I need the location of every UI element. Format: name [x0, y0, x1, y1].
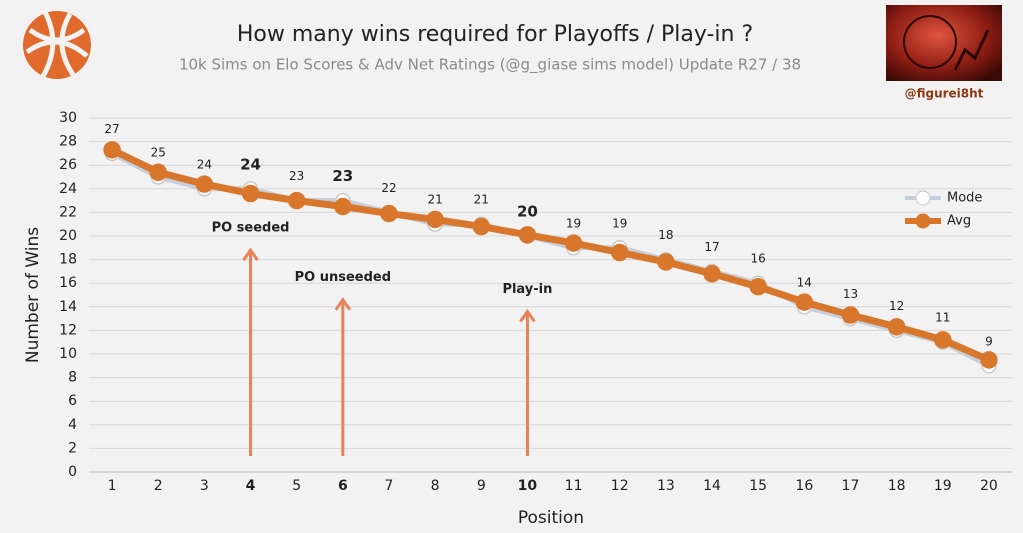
annotation: Play-in [502, 282, 552, 297]
data-label: 23 [332, 167, 353, 185]
y-tick-label: 26 [59, 157, 77, 173]
y-tick-label: 12 [59, 322, 77, 338]
x-tick-label: 11 [565, 478, 583, 494]
data-label: 23 [289, 169, 304, 183]
annotation: PO unseeded [295, 270, 391, 285]
data-label: 18 [658, 228, 673, 242]
x-tick-label: 12 [611, 478, 629, 494]
point [334, 197, 352, 216]
x-tick-label: 3 [200, 478, 209, 494]
point [241, 184, 260, 203]
point [980, 351, 998, 369]
data-label: 21 [474, 193, 489, 207]
data-label: 19 [566, 216, 581, 230]
legend-marker [915, 213, 931, 229]
x-tick-label: 18 [888, 478, 906, 494]
data-label: 24 [240, 155, 261, 173]
chart-title: How many wins required for Playoffs / Pl… [237, 22, 753, 47]
data-label: 11 [935, 311, 950, 325]
point [149, 163, 167, 182]
arrow-head [334, 297, 352, 311]
x-axis-label: Position [518, 508, 584, 528]
chart-subtitle: 10k Sims on Elo Scores & Adv Net Ratings… [179, 56, 801, 75]
y-tick-label: 18 [59, 252, 77, 268]
legend-marker [915, 190, 931, 206]
x-tick-label: 20 [980, 478, 998, 494]
x-tick-label: 19 [934, 478, 952, 494]
data-label: 21 [427, 193, 442, 207]
y-tick-label: 14 [59, 299, 77, 315]
data-label: 17 [704, 240, 719, 254]
y-tick-label: 0 [68, 464, 77, 480]
data-label: 25 [151, 146, 166, 160]
arrow-head [242, 247, 259, 262]
arrow-head [519, 308, 536, 323]
point [795, 293, 814, 311]
point [564, 234, 583, 252]
y-tick-label: 28 [59, 134, 77, 150]
logo [23, 10, 91, 80]
y-tick-label: 16 [59, 275, 77, 291]
point [610, 243, 629, 262]
y-tick-label: 6 [68, 393, 77, 409]
legend-label: Avg [947, 214, 971, 229]
x-tick-label: 9 [477, 478, 486, 494]
y-tick-label: 2 [68, 440, 77, 456]
y-tick-label: 4 [68, 417, 77, 433]
x-tick-label: 13 [657, 478, 675, 494]
x-tick-label: 5 [292, 478, 301, 494]
point [287, 191, 306, 210]
data-label: 14 [797, 275, 812, 289]
data-label: 19 [612, 216, 627, 230]
y-tick-label: 24 [59, 181, 77, 197]
y-tick-label: 8 [68, 370, 77, 386]
data-label: 9 [985, 334, 993, 348]
x-tick-label: 15 [749, 478, 767, 494]
legend-label: Mode [947, 191, 982, 206]
data-label: 20 [517, 203, 538, 221]
data-label: 24 [197, 157, 212, 171]
brand-image [886, 5, 1002, 81]
x-tick-label: 2 [154, 478, 163, 494]
credit: @figurei8ht [905, 87, 984, 101]
data-label: 12 [889, 299, 904, 313]
x-tick-label: 6 [338, 478, 348, 494]
y-tick-label: 20 [59, 228, 77, 244]
annotation: PO seeded [212, 221, 290, 236]
x-tick-label: 7 [385, 478, 394, 494]
y-axis-label: Number of Wins [23, 227, 43, 363]
point [518, 226, 537, 244]
y-tick-label: 22 [59, 204, 77, 220]
point [472, 217, 491, 236]
y-tick-label: 10 [59, 346, 77, 362]
x-tick-label: 4 [246, 478, 256, 494]
point [380, 204, 398, 223]
point [703, 265, 721, 283]
data-label: 16 [751, 252, 766, 266]
point [657, 253, 675, 271]
x-tick-label: 16 [795, 478, 813, 494]
x-tick-label: 1 [108, 478, 117, 494]
x-tick-label: 14 [703, 478, 721, 494]
data-label: 27 [104, 122, 119, 136]
point [749, 277, 767, 296]
data-label: 13 [843, 287, 858, 301]
data-label: 22 [381, 181, 396, 195]
x-tick-label: 8 [431, 478, 440, 494]
y-tick-label: 30 [59, 110, 77, 126]
series-line [110, 146, 991, 364]
point [426, 210, 444, 229]
x-tick-label: 17 [842, 478, 860, 494]
x-tick-label: 10 [518, 478, 538, 494]
point [841, 306, 860, 324]
point [103, 141, 121, 159]
point [887, 318, 906, 336]
point [934, 331, 952, 349]
point [195, 175, 214, 193]
